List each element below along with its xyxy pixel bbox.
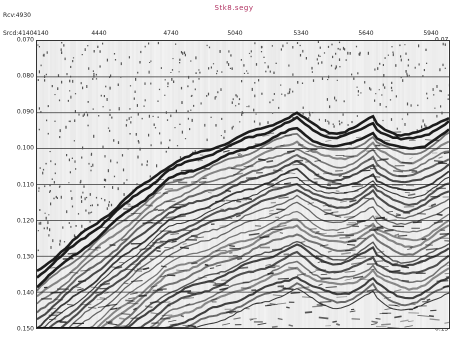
- x-tick-label: 4140: [33, 30, 49, 37]
- source-label-text: Srcd:: [3, 30, 19, 37]
- x-tick-label: 5940: [423, 30, 439, 37]
- body-texture: [41, 117, 449, 328]
- receiver-label-text: Rcv:: [3, 12, 16, 19]
- source-value: 4140: [18, 30, 34, 37]
- x-axis-ticks: 4140 4440 4740 5040 5340 5640 5940: [0, 30, 468, 38]
- receiver-label: Rcv:4930: [3, 12, 31, 19]
- receiver-value: 4930: [15, 12, 31, 19]
- x-tick-label: 4440: [91, 30, 107, 37]
- y-axis-left-ticks: 0.070 0.080 0.090 0.100 0.110 0.120 0.130 0.140…: [0, 0, 36, 339]
- x-tick-label: 5040: [227, 30, 243, 37]
- y-tick-label-left: 0.100: [16, 144, 34, 152]
- noise-speckle: [37, 41, 449, 252]
- x-tick-label: 5340: [293, 30, 309, 37]
- y-tick-label-left: 0.130: [16, 253, 34, 261]
- seismic-section-canvas: [37, 41, 449, 328]
- x-tick-label: 5640: [358, 30, 374, 37]
- seismic-section-plot[interactable]: [36, 40, 450, 329]
- y-tick-label-left: 0.080: [16, 72, 34, 80]
- y-tick-label-left: 0.070: [16, 36, 34, 44]
- y-tick-label-left: 0.140: [16, 289, 34, 297]
- x-tick-label: 4740: [163, 30, 179, 37]
- y-tick-label-left: 0.110: [16, 181, 34, 188]
- y-tick-label-right: 0.15: [435, 325, 449, 333]
- y-tick-label-left: 0.120: [16, 217, 34, 225]
- y-tick-label-left: 0.150: [16, 325, 34, 333]
- section-title: Stk8.segy: [214, 4, 254, 12]
- source-label: Srcd:4140: [3, 30, 34, 37]
- y-tick-label-left: 0.090: [16, 108, 34, 116]
